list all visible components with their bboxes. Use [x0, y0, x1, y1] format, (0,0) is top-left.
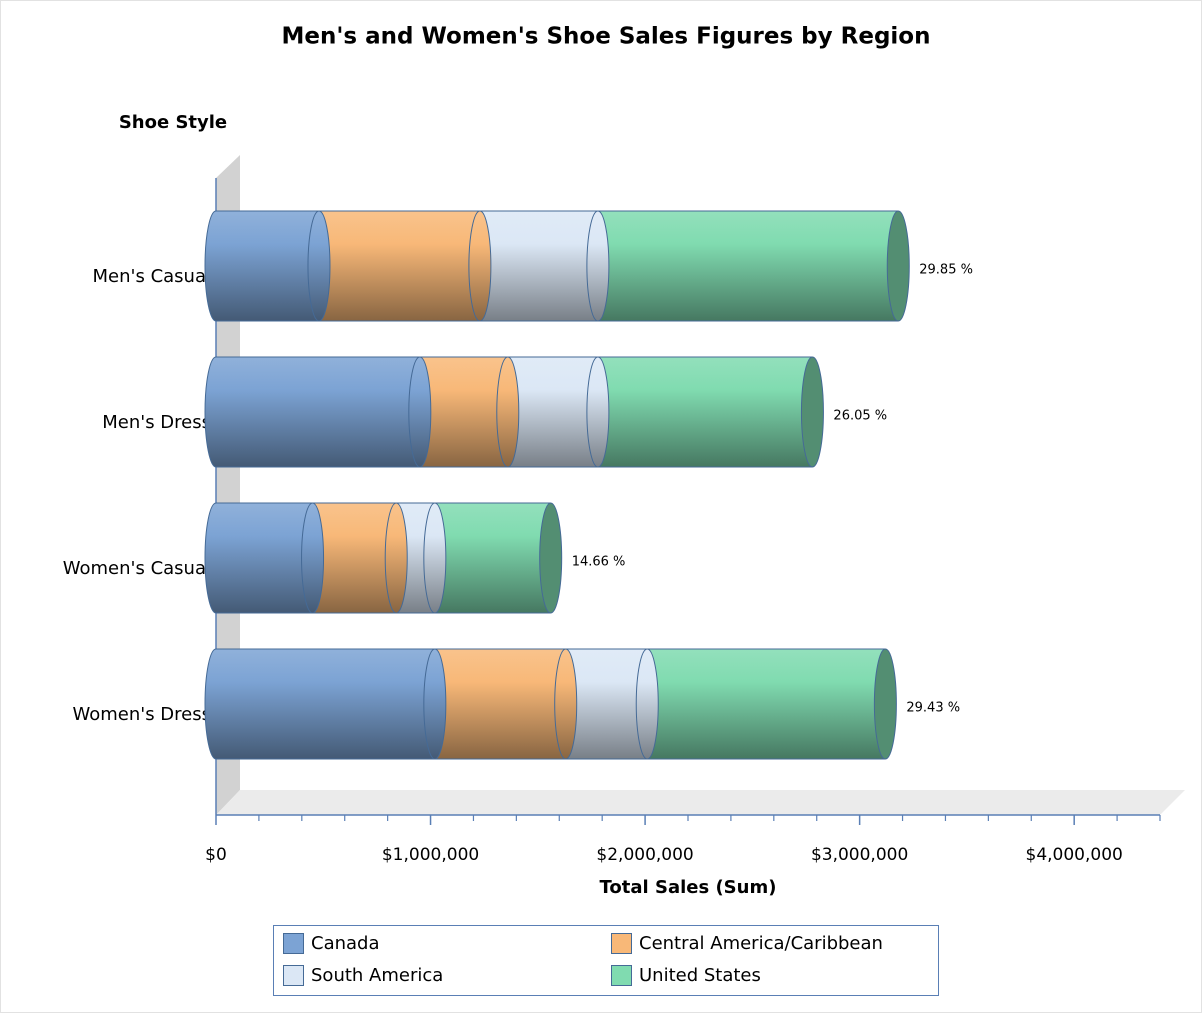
bar-cap: [301, 502, 325, 614]
bar-cap: [408, 356, 432, 468]
bar-body: [216, 503, 313, 613]
bar-cap: [800, 356, 824, 468]
bar-segment: [216, 502, 325, 614]
x-tick-label: $0: [205, 845, 227, 865]
bar-segment: [647, 648, 897, 760]
bar-segment: [597, 356, 824, 468]
bar-body: [434, 649, 566, 759]
bar-body: [597, 211, 899, 321]
bar-body: [434, 503, 551, 613]
bar-body: [216, 649, 435, 759]
bar-edge: [597, 356, 813, 468]
bar-edge: [312, 502, 397, 614]
bar-edge: [434, 648, 566, 760]
bar-segment: [597, 210, 910, 322]
total-label: 29.43 %: [906, 701, 960, 716]
total-label: 29.85 %: [919, 263, 973, 278]
bar-segment: [434, 502, 563, 614]
bar-segment: [318, 210, 492, 322]
bar-start: [204, 210, 217, 322]
bar-edge: [216, 648, 435, 760]
bar-edge: [216, 210, 319, 322]
x-tick-label: $2,000,000: [596, 845, 693, 865]
bar-segment: [216, 210, 331, 322]
bar-edge: [216, 356, 420, 468]
bar-body: [318, 211, 480, 321]
bar-edge: [647, 648, 886, 760]
bar-cap: [468, 210, 492, 322]
bar-segment: [419, 356, 520, 468]
y-tick-label: Women's Dress: [72, 704, 211, 725]
y-tick-label: Women's Casual: [63, 558, 211, 579]
bar-segment: [507, 356, 610, 468]
bar-segment: [216, 356, 432, 468]
bar-body: [479, 211, 598, 321]
y-tick-label: Men's Dress: [102, 412, 211, 433]
y-tick-label: Men's Casual: [93, 266, 211, 287]
x-tick-label: $3,000,000: [811, 845, 908, 865]
bar-edge: [597, 210, 899, 322]
bar-edge: [479, 210, 598, 322]
x-axis-title: Total Sales (Sum): [600, 877, 777, 898]
bar-body: [597, 357, 813, 467]
bar-edge: [318, 210, 480, 322]
y-axis-title: Shoe Style: [119, 112, 227, 133]
bar-body: [216, 357, 420, 467]
bar-cap: [384, 502, 408, 614]
x-tick-label: $1,000,000: [382, 845, 479, 865]
legend-label: South America: [311, 965, 443, 986]
x-tick-label: $4,000,000: [1026, 845, 1123, 865]
bar-body: [647, 649, 886, 759]
bar-cap: [423, 502, 447, 614]
total-label: 26.05 %: [833, 409, 887, 424]
floor: [216, 790, 1185, 815]
bar-edge: [434, 502, 551, 614]
bar-cap: [554, 648, 578, 760]
bar-start: [204, 648, 217, 760]
bar-segment: [216, 648, 447, 760]
legend-swatch: [611, 965, 632, 986]
legend-box: [273, 925, 939, 996]
bar-cap: [886, 210, 910, 322]
bar-edge: [507, 356, 598, 468]
bar-body: [419, 357, 508, 467]
legend-label: Canada: [311, 933, 380, 954]
bar-segment: [312, 502, 408, 614]
bar-edge: [419, 356, 508, 468]
bar-body: [507, 357, 598, 467]
bar-cap: [496, 356, 520, 468]
bar-body: [312, 503, 397, 613]
legend-label: United States: [639, 965, 761, 986]
bar-edge: [396, 502, 435, 614]
bar-cap: [586, 210, 610, 322]
bar-cap: [423, 648, 447, 760]
bar-segment: [479, 210, 610, 322]
chart-title: Men's and Women's Shoe Sales Figures by …: [282, 24, 931, 50]
bar-start: [204, 502, 217, 614]
bar-cap: [586, 356, 610, 468]
total-label: 14.66 %: [572, 555, 626, 570]
bar-cap: [307, 210, 331, 322]
legend-swatch: [283, 965, 304, 986]
legend-label: Central America/Caribbean: [639, 933, 883, 954]
bar-start: [204, 356, 217, 468]
bar-edge: [216, 502, 313, 614]
bar-body: [216, 211, 319, 321]
bar-cap: [635, 648, 659, 760]
bar-edge: [565, 648, 648, 760]
bar-cap: [873, 648, 897, 760]
bar-body: [565, 649, 648, 759]
bar-segment: [565, 648, 659, 760]
bar-segment: [434, 648, 578, 760]
bar-cap: [539, 502, 563, 614]
legend-swatch: [283, 933, 304, 954]
legend-swatch: [611, 933, 632, 954]
